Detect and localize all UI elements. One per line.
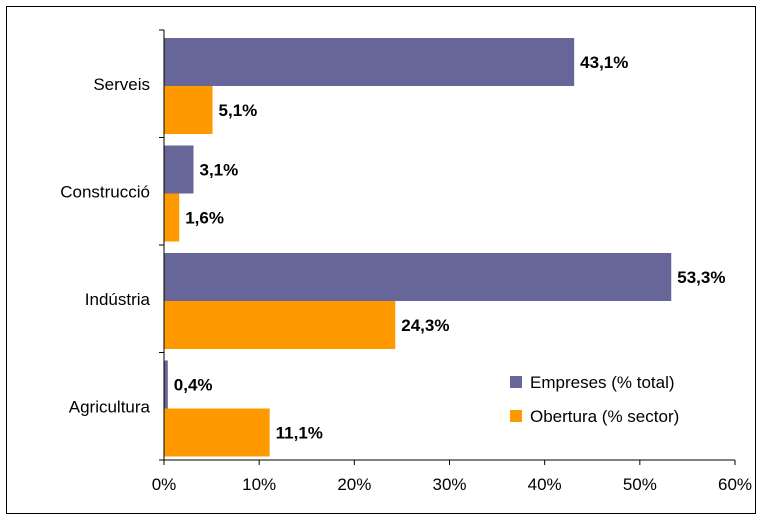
data-label-obertura-serveis: 5,1%: [219, 101, 258, 120]
bar-obertura-construccio: [164, 193, 180, 242]
x-tick-label: 50%: [623, 475, 657, 494]
axis-layer: [159, 29, 736, 465]
category-label-construccio: Construcció: [60, 182, 150, 201]
legend-label-empreses: Empreses (% total): [530, 373, 675, 392]
legend-swatch-obertura: [510, 410, 522, 422]
x-tick-label: 20%: [337, 475, 371, 494]
category-label-agricultura: Agricultura: [69, 397, 151, 416]
category-label-industria: Indústria: [85, 290, 151, 309]
x-tick-label: 30%: [432, 475, 466, 494]
legend-swatch-empreses: [510, 376, 522, 388]
data-label-obertura-construccio: 1,6%: [185, 209, 224, 228]
data-label-empreses-industria: 53,3%: [677, 268, 725, 287]
bar-obertura-agricultura: [164, 408, 270, 457]
data-label-empreses-agricultura: 0,4%: [174, 376, 213, 395]
labels-layer: 43,1% 5,1% Serveis 3,1% 1,6% Construcció 53,3%…: [60, 53, 752, 494]
x-tick-label: 10%: [242, 475, 276, 494]
data-label-obertura-agricultura: 11,1%: [276, 424, 323, 443]
data-label-obertura-industria: 24,3%: [401, 316, 449, 335]
legend: Empreses (% total) Obertura (% sector): [510, 373, 679, 426]
x-tick-label: 60%: [718, 475, 752, 494]
bar-obertura-serveis: [164, 86, 213, 134]
data-label-empreses-serveis: 43,1%: [580, 53, 628, 72]
category-label-serveis: Serveis: [93, 75, 150, 94]
x-tick-label: 0%: [152, 475, 177, 494]
bar-empreses-serveis: [164, 38, 575, 86]
bar-empreses-agricultura: [164, 360, 168, 409]
x-tick-label: 40%: [528, 475, 562, 494]
bar-empreses-construccio: [164, 145, 194, 194]
bars-layer: [164, 38, 672, 457]
bar-empreses-industria: [164, 253, 672, 301]
legend-label-obertura: Obertura (% sector): [530, 407, 679, 426]
bar-obertura-industria: [164, 301, 396, 349]
data-label-empreses-construccio: 3,1%: [200, 161, 239, 180]
